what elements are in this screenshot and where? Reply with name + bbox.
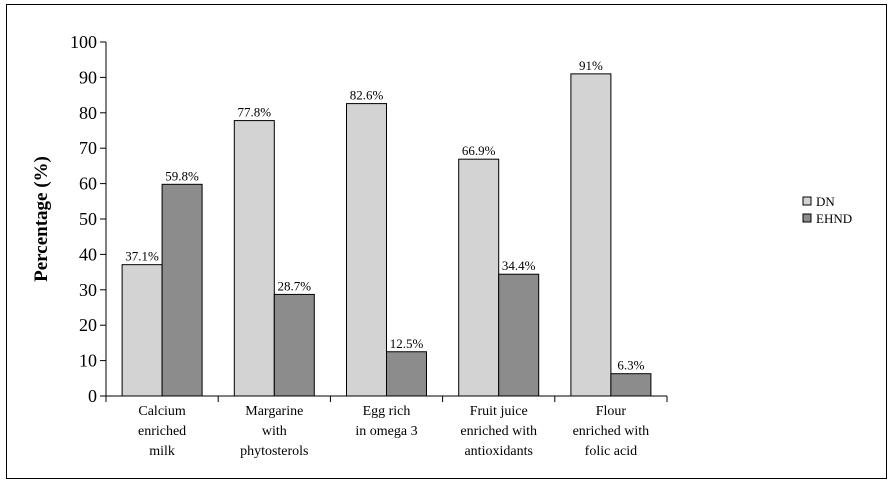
legend-label: EHND (816, 211, 852, 226)
legend-swatch-dn (802, 196, 812, 206)
legend-label: DN (816, 194, 835, 209)
data-label: 91% (579, 58, 603, 73)
bar-ehnd (386, 351, 427, 397)
data-label: 12.5% (390, 336, 424, 351)
category-label: Calcium (138, 404, 186, 419)
data-label: 34.4% (502, 258, 536, 273)
y-tick-label: 20 (79, 315, 97, 335)
bar-ehnd (498, 273, 540, 397)
bar-ehnd (610, 373, 652, 397)
plot-area: 0 10 20 30 40 50 60 70 80 90 100 Calcium enriched mil… (70, 32, 668, 459)
category-label: in omega 3 (355, 424, 417, 439)
y-tick-label: 80 (79, 103, 97, 123)
bar-dn (346, 103, 387, 397)
category-label: Egg rich (363, 404, 411, 419)
bar-ehnd (161, 183, 203, 397)
data-label: 77.8% (238, 105, 272, 120)
y-tick-label: 10 (79, 351, 97, 371)
category-label: milk (149, 444, 175, 459)
y-tick-label: 90 (79, 67, 97, 87)
y-tick-label: 60 (79, 174, 97, 194)
bar-dn (121, 264, 163, 397)
chart-frame (6, 4, 887, 479)
y-tick-label: 50 (79, 209, 97, 229)
category-label: enriched with (573, 424, 650, 439)
bar-dn (233, 120, 275, 397)
data-label: 82.6% (350, 88, 384, 103)
y-tick-label: 40 (79, 244, 97, 264)
y-tick-label: 70 (79, 138, 97, 158)
data-label: 6.3% (617, 358, 644, 373)
category-label: Margarine (245, 404, 303, 419)
data-label: 66.9% (462, 143, 496, 158)
data-label: 28.7% (278, 278, 312, 293)
y-tick-label: 0 (88, 386, 97, 406)
category-label: folic acid (585, 444, 637, 459)
category-label: Flour (596, 404, 627, 419)
y-tick-label: 100 (70, 32, 97, 52)
legend: DN EHND (802, 194, 852, 226)
data-label: 59.8% (165, 168, 199, 183)
category-label: phytosterols (240, 444, 308, 459)
data-label: 37.1% (125, 249, 159, 264)
bar-dn (458, 158, 500, 397)
y-tick-label: 30 (79, 280, 97, 300)
bar-dn (570, 73, 612, 397)
category-label: with (262, 424, 287, 439)
bar-ehnd (273, 293, 315, 397)
category-label: Fruit juice (470, 404, 528, 419)
category-label: antioxidants (464, 444, 532, 459)
y-axis-label: Percentage (%) (31, 156, 52, 282)
category-label: enriched (138, 424, 186, 439)
category-label: enriched with (460, 424, 537, 439)
legend-swatch-ehnd (802, 213, 812, 223)
